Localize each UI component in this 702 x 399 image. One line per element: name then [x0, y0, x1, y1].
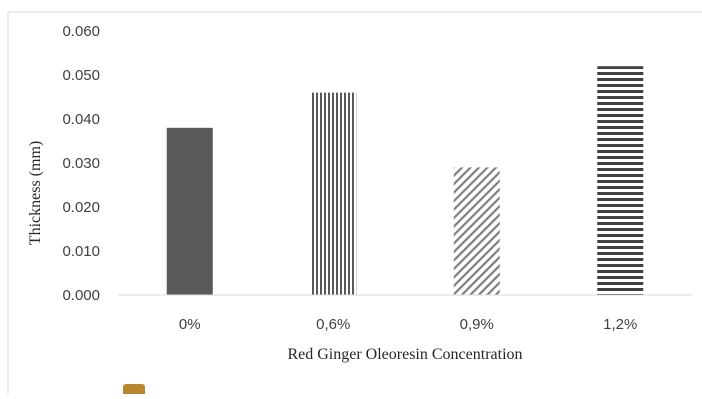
y-tick-label: 0.010 — [62, 243, 100, 260]
y-axis-title: Thickness (mm) — [27, 141, 44, 245]
y-tick-label: 0.050 — [62, 67, 100, 84]
x-tick-label: 0,6% — [316, 316, 350, 333]
bar-0 — [166, 127, 213, 295]
bar-2 — [453, 167, 500, 295]
x-tick-label: 0,9% — [460, 316, 494, 333]
legend-marker — [123, 384, 145, 398]
bars-group — [166, 66, 644, 295]
y-tick-label: 0.060 — [62, 23, 100, 40]
x-tick-label: 1,2% — [603, 316, 637, 333]
x-axis-title: Red Ginger Oleoresin Concentration — [287, 346, 522, 363]
y-tick-label: 0.030 — [62, 155, 100, 172]
y-axis-ticks: 0.000 0.010 0.020 0.030 0.040 0.050 0.060 — [62, 23, 100, 304]
x-tick-label: 0% — [179, 316, 201, 333]
bar-1 — [310, 92, 357, 295]
x-axis-ticks: 0% 0,6% 0,9% 1,2% — [179, 316, 637, 333]
y-tick-label: 0.000 — [62, 287, 100, 304]
y-tick-label: 0.040 — [62, 111, 100, 128]
bar-3 — [597, 66, 644, 295]
y-tick-label: 0.020 — [62, 199, 100, 216]
